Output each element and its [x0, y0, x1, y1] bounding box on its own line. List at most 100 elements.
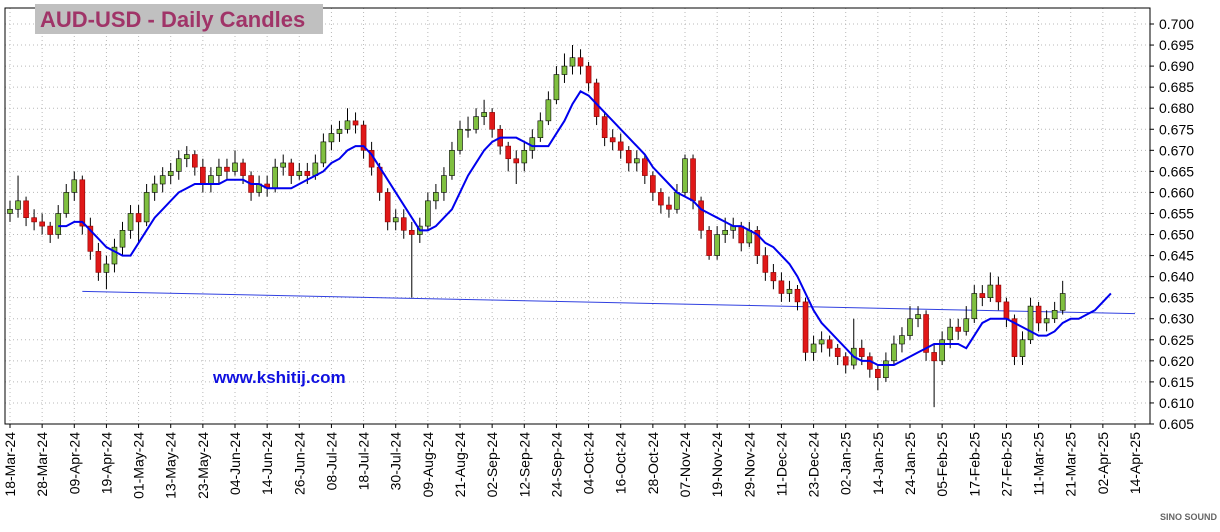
- moving-average-line: [58, 90, 1112, 367]
- y-tick-label: 0.675: [1159, 121, 1194, 137]
- x-tick-label: 28-Oct-24: [645, 432, 661, 494]
- x-tick-label: 02-Apr-25: [1095, 432, 1111, 494]
- candle-body: [240, 162, 246, 176]
- x-tick-label: 04-Oct-24: [581, 432, 597, 494]
- y-tick-label: 0.655: [1159, 205, 1194, 221]
- candle-body: [810, 343, 817, 353]
- x-tick-label: 18-Jul-24: [356, 432, 372, 491]
- candle-body: [585, 65, 592, 84]
- candle-body: [1011, 318, 1018, 357]
- x-tick-label: 19-Apr-24: [98, 432, 114, 494]
- x-tick-label: 08-Jul-24: [323, 432, 339, 491]
- candle-body: [119, 230, 126, 248]
- candle-body: [674, 192, 680, 210]
- candle-body: [505, 145, 512, 160]
- candle-body: [802, 301, 809, 353]
- candle-body: [537, 120, 544, 138]
- candle-body: [834, 347, 841, 357]
- x-tick-label: 16-Oct-24: [613, 432, 629, 494]
- candle-body: [328, 133, 335, 143]
- x-tick-label: 02-Sep-24: [484, 432, 500, 498]
- candle-body: [754, 230, 761, 256]
- candle-body: [143, 192, 150, 223]
- candle-body: [151, 183, 158, 193]
- candle-body: [778, 280, 785, 294]
- candle-body: [449, 150, 455, 176]
- candle-body: [192, 154, 198, 168]
- candle-body: [858, 347, 865, 357]
- candle-body: [1059, 293, 1066, 311]
- y-tick-label: 0.665: [1159, 163, 1194, 179]
- candle-body: [95, 251, 102, 273]
- candle-body: [706, 230, 712, 256]
- x-tick-label: 11-Mar-25: [1031, 432, 1047, 496]
- candle-body: [762, 255, 769, 273]
- candle-body: [425, 200, 431, 227]
- candle-body: [216, 166, 222, 176]
- candle-body: [71, 179, 78, 193]
- x-tick-label: 13-May-24: [163, 432, 179, 499]
- candle-body: [963, 318, 970, 332]
- candle-body: [593, 82, 600, 117]
- candle-body: [786, 288, 793, 294]
- candle-body: [915, 314, 921, 320]
- candle-body: [923, 314, 929, 353]
- candle-body: [666, 204, 672, 210]
- candle-body: [87, 225, 94, 252]
- candle-body: [633, 158, 640, 164]
- candle-body: [971, 293, 978, 320]
- candle-body: [232, 162, 238, 172]
- candle-body: [336, 128, 343, 134]
- candle-body: [344, 120, 351, 130]
- candle-body: [7, 208, 13, 214]
- candle-body: [939, 339, 945, 362]
- y-tick-label: 0.670: [1159, 142, 1194, 158]
- x-tick-label: 14-Apr-25: [1127, 432, 1143, 494]
- x-tick-label: 21-Mar-25: [1063, 432, 1079, 497]
- y-tick-label: 0.625: [1159, 332, 1194, 348]
- candle-body: [111, 246, 118, 265]
- x-tick-label: 23-Dec-24: [806, 432, 822, 498]
- candle-body: [770, 272, 777, 282]
- candle-body: [682, 158, 688, 193]
- candle-body: [995, 284, 1002, 303]
- candle-body: [296, 171, 303, 176]
- x-tick-label: 26-Jun-24: [291, 432, 307, 495]
- candle-body: [1051, 310, 1058, 320]
- y-tick-label: 0.685: [1159, 79, 1194, 95]
- y-tick-label: 0.695: [1159, 37, 1194, 53]
- candle-body: [907, 318, 913, 336]
- x-tick-label: 07-Nov-24: [677, 432, 693, 498]
- candle-body: [658, 192, 664, 206]
- candle-body: [545, 99, 552, 122]
- y-tick-label: 0.690: [1159, 58, 1194, 74]
- candle-body: [272, 166, 278, 189]
- candle-body: [947, 326, 953, 341]
- x-tick-label: 09-Aug-24: [420, 432, 436, 498]
- candle-body: [473, 116, 479, 130]
- candle-body: [127, 213, 134, 231]
- x-tick-label: 17-Feb-25: [966, 432, 982, 497]
- candle-body: [360, 124, 367, 151]
- x-tick-label: 12-Sep-24: [516, 432, 532, 498]
- x-tick-label: 30-Jul-24: [388, 432, 404, 491]
- candle-body: [561, 65, 568, 75]
- candle-body: [569, 57, 576, 67]
- candle-body: [842, 356, 849, 366]
- x-tick-label: 29-Nov-24: [741, 432, 757, 498]
- candle-body: [642, 158, 648, 176]
- x-tick-label: 18-Mar-24: [2, 432, 18, 497]
- candle-body: [521, 150, 528, 164]
- candle-body: [280, 162, 287, 168]
- watermark: www.kshitij.com: [212, 368, 346, 387]
- candle-body: [553, 74, 560, 101]
- candle-body: [883, 360, 889, 378]
- candle-body: [481, 112, 487, 117]
- y-tick-label: 0.615: [1159, 374, 1194, 390]
- y-tick-label: 0.650: [1159, 227, 1194, 243]
- candle-body: [1003, 301, 1010, 320]
- x-tick-label: 19-Nov-24: [709, 432, 725, 498]
- candle-body: [955, 326, 962, 332]
- y-tick-label: 0.660: [1159, 184, 1194, 200]
- candle-body: [867, 356, 873, 370]
